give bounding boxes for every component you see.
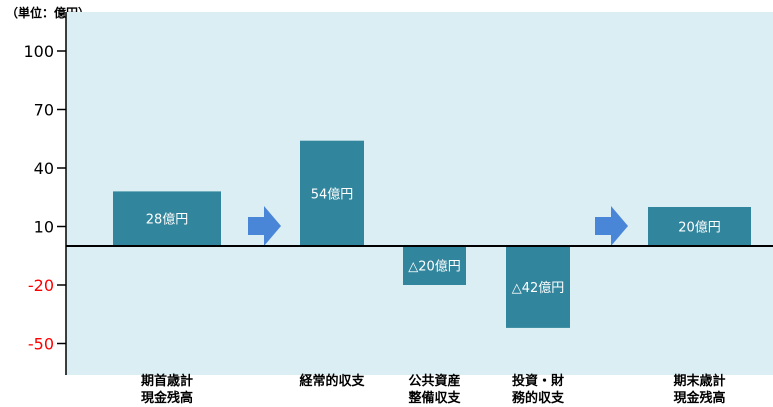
y-tick-label: 40	[34, 159, 54, 178]
bar	[403, 246, 466, 285]
category-label: 投資・財 務的収支	[511, 374, 564, 406]
right-arrow-icon	[595, 206, 628, 246]
y-tick-label: 100	[23, 42, 54, 61]
y-tick-label: 10	[34, 218, 54, 237]
bar-data-label: 54億円	[311, 186, 354, 202]
category-label: 期首歳計 現金残高	[140, 374, 193, 406]
bar-data-label: 28億円	[146, 212, 189, 228]
y-tick-label: 70	[34, 101, 54, 120]
category-label: 公共資産 整備収支	[408, 374, 461, 406]
y-tick-label: -20	[28, 276, 54, 295]
bar	[506, 246, 570, 328]
bar-data-label: 20億円	[678, 220, 721, 236]
bar	[300, 140, 364, 246]
category-label: 期末歳計 現金残高	[673, 374, 726, 406]
bars: 28億円 54億円 △20億円 △42億円 20億円	[113, 140, 751, 328]
bar	[113, 191, 221, 246]
bar-data-label: △42億円	[512, 280, 565, 296]
category-label: 経常的収支	[299, 374, 365, 389]
bar	[648, 207, 751, 246]
right-arrow-icon	[248, 206, 281, 246]
y-tick-label: -50	[28, 335, 54, 354]
y-axis: 100 70 40 10 -20 -50	[23, 42, 66, 354]
arrows	[248, 206, 628, 246]
bar-data-label: △20億円	[408, 259, 461, 275]
